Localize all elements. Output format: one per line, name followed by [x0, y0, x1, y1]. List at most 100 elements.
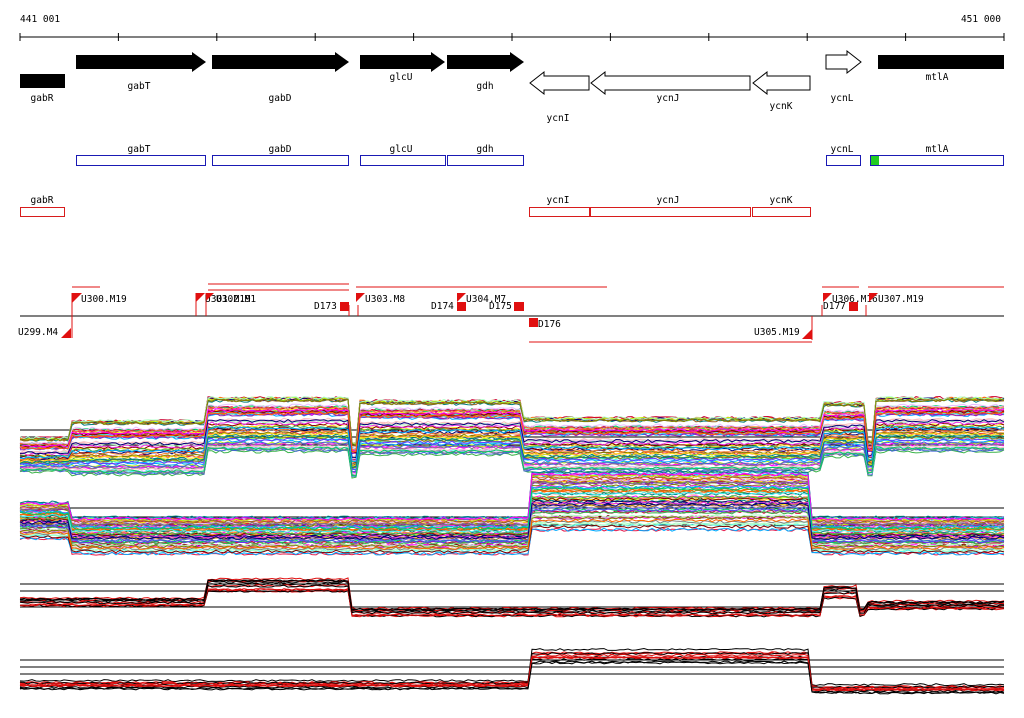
segment-U306[interactable]: U306.M16 — [823, 293, 878, 305]
annot-red-ycnI-label: ycnI — [547, 195, 570, 206]
annot-blue-mtlA[interactable]: mtlA — [870, 144, 1004, 166]
segment-U305-label: U305.M19 — [754, 327, 800, 338]
annot-red-ycnJ-label: ycnJ — [657, 195, 680, 206]
downshift-D177[interactable]: D177 — [823, 301, 858, 312]
annot-blue-gdh-label: gdh — [476, 144, 493, 155]
segment-U300-label: U300.M19 — [81, 294, 127, 305]
downshift-D177-label: D177 — [823, 301, 846, 312]
downshift-D174[interactable]: D174 — [431, 301, 466, 312]
profile-line — [19, 398, 1005, 447]
downshift-D173[interactable]: D173 — [314, 301, 349, 312]
segment-U299-flag — [61, 328, 71, 338]
profile-line — [19, 403, 1005, 449]
annotation-track-blue: gabT gabD glcU gdh ycnL mtlA — [76, 144, 1004, 166]
segment-U299-label: U299.M4 — [18, 327, 58, 338]
downshift-D175-marker — [514, 302, 524, 311]
annot-red-ycnK[interactable]: ycnK — [752, 195, 811, 217]
annot-red-ycnK-box — [752, 207, 811, 217]
annot-blue-gdh[interactable]: gdh — [447, 144, 524, 166]
profile-line — [19, 441, 1005, 473]
segment-U304-label: U304.M7 — [466, 294, 506, 305]
segment-U306-label: U306.M16 — [832, 294, 878, 305]
segment-U303-label: U303.M8 — [365, 294, 405, 305]
downshift-D175[interactable]: D175 — [489, 301, 524, 312]
profile-line — [19, 474, 1005, 523]
coordinate-ruler: 441 001 451 000 — [19, 14, 1005, 41]
profile-line — [19, 472, 1005, 521]
profile-line — [19, 427, 1005, 465]
segment-U307[interactable]: U307.M19 — [869, 293, 924, 305]
annot-red-gabR-label: gabR — [31, 195, 54, 206]
profile-line — [19, 446, 1005, 477]
gene-glcU[interactable]: glcU — [360, 52, 445, 83]
profile-line — [19, 486, 1005, 531]
segment-U307-label: U307.M19 — [878, 294, 924, 305]
annot-blue-mtlA-box — [870, 155, 1004, 166]
gene-mtlA-shape — [878, 55, 1004, 69]
segment-U303[interactable]: U303.M8 — [356, 293, 405, 305]
segment-U301[interactable]: U301.M19 — [196, 293, 251, 305]
annot-blue-gabT[interactable]: gabT — [76, 144, 206, 166]
annot-red-ycnK-label: ycnK — [770, 195, 793, 206]
annot-red-ycnI[interactable]: ycnI — [529, 195, 590, 217]
annot-blue-gabD[interactable]: gabD — [212, 144, 349, 166]
profile-line — [19, 505, 1005, 543]
downshift-D175-label: D175 — [489, 301, 512, 312]
downshift-D176[interactable]: D176 — [529, 318, 561, 330]
profile-line — [19, 502, 1005, 540]
downshift-D176-label: D176 — [538, 319, 561, 330]
annot-blue-gabT-label: gabT — [128, 144, 151, 155]
profile-line — [19, 406, 1005, 452]
gene-ycnI[interactable]: ycnI — [529, 70, 590, 124]
segment-extent-lines — [72, 283, 1004, 343]
gene-gabT[interactable]: gabT — [76, 52, 206, 92]
segment-U304[interactable]: U304.M7 — [457, 293, 506, 305]
profile-line — [19, 470, 1005, 520]
segment-U299[interactable]: U299.M4 — [18, 316, 73, 338]
profile-line — [19, 428, 1005, 465]
segment-U300[interactable]: U300.M19 — [71, 293, 127, 316]
gene-mtlA[interactable]: mtlA — [878, 55, 1004, 83]
annot-blue-ycnL-box — [826, 155, 861, 166]
segment-U302[interactable]: U302.M1 — [206, 293, 256, 305]
gene-ycnJ[interactable]: ycnJ — [590, 70, 751, 104]
annot-red-gabR[interactable]: gabR — [20, 195, 65, 217]
annot-blue-gabD-label: gabD — [269, 144, 292, 155]
downshift-D176-marker — [529, 318, 538, 327]
segment-U306-flag — [823, 293, 832, 302]
gene-ycnK[interactable]: ycnK — [752, 70, 811, 112]
gene-track: gabR gabT gabD glcU gdh ycnI ycn — [20, 49, 1004, 124]
profile-line — [19, 473, 1005, 522]
annot-blue-ycnL-label: ycnL — [831, 144, 854, 155]
gene-gabD[interactable]: gabD — [212, 52, 349, 104]
annot-blue-glcU-box — [360, 155, 446, 166]
profile-line — [19, 507, 1005, 543]
annot-blue-ycnL[interactable]: ycnL — [826, 144, 861, 166]
gene-gdh[interactable]: gdh — [447, 52, 524, 92]
gene-gabR[interactable]: gabR — [20, 74, 65, 104]
gene-ycnL[interactable]: ycnL — [825, 49, 862, 104]
segment-U307-flag — [869, 293, 878, 302]
segment-U303-flag — [356, 293, 365, 302]
gene-ycnL-arrow — [825, 49, 862, 75]
annot-blue-gabD-box — [212, 155, 349, 166]
gene-gabR-shape — [20, 74, 65, 88]
gene-gabD-label: gabD — [269, 93, 292, 104]
ruler-ticks — [19, 33, 1005, 41]
profile-line — [19, 411, 1005, 453]
annot-mtlA-highlight — [870, 155, 879, 166]
segment-U301-label: U301.M19 — [205, 294, 251, 305]
profile-line — [19, 588, 1005, 617]
profile-line — [19, 480, 1005, 527]
annot-red-ycnJ[interactable]: ycnJ — [590, 195, 751, 217]
gene-mtlA-label: mtlA — [926, 72, 949, 83]
ruler-end-label: 451 000 — [961, 14, 1001, 25]
profile-line — [19, 515, 1005, 549]
annot-blue-glcU[interactable]: glcU — [360, 144, 446, 166]
annotation-track-red: gabR ycnI ycnJ ycnK — [20, 195, 811, 217]
segment-U305[interactable]: U305.M19 — [754, 316, 813, 340]
profile-line — [19, 475, 1005, 524]
downshift-D174-marker — [457, 302, 466, 311]
profile-line — [19, 475, 1005, 523]
